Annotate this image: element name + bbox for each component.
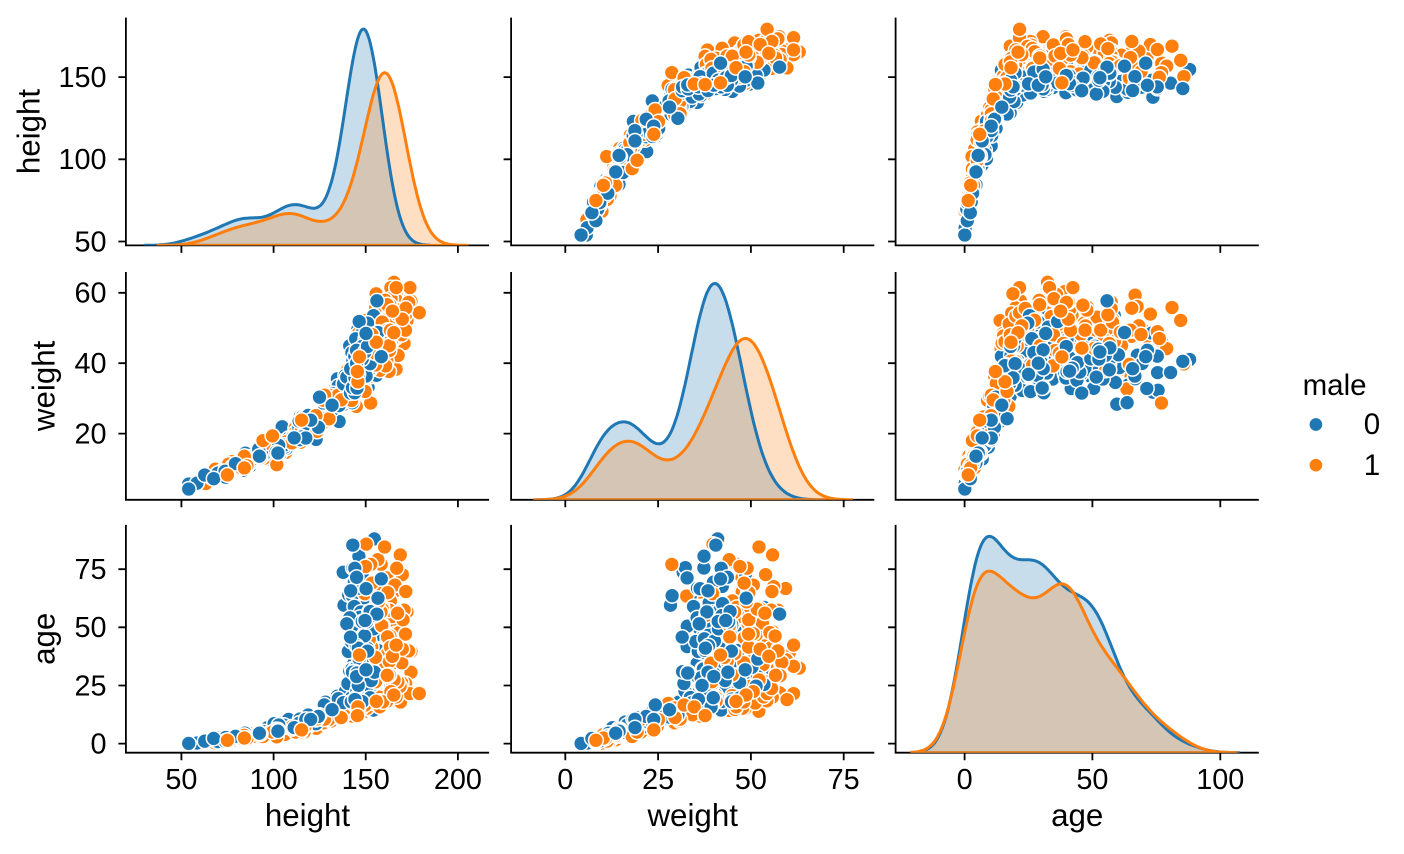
svg-text:male: male [1303, 369, 1367, 402]
svg-text:20: 20 [74, 419, 106, 451]
svg-text:weight: weight [27, 340, 62, 432]
svg-text:60: 60 [74, 278, 106, 310]
svg-text:height: height [265, 798, 351, 833]
svg-text:50: 50 [1076, 764, 1108, 796]
svg-text:50: 50 [165, 764, 197, 796]
svg-text:height: height [12, 89, 47, 175]
svg-text:100: 100 [250, 764, 298, 796]
svg-text:weight: weight [646, 798, 738, 833]
svg-text:50: 50 [74, 612, 106, 644]
svg-text:1: 1 [1364, 449, 1380, 482]
svg-text:50: 50 [74, 226, 106, 258]
svg-text:0: 0 [557, 764, 573, 796]
svg-text:25: 25 [642, 764, 674, 796]
svg-text:200: 200 [434, 764, 482, 796]
svg-text:150: 150 [58, 62, 106, 94]
svg-text:100: 100 [58, 144, 106, 176]
svg-text:75: 75 [828, 764, 860, 796]
svg-text:150: 150 [342, 764, 390, 796]
svg-text:100: 100 [1196, 764, 1244, 796]
svg-text:40: 40 [74, 348, 106, 380]
svg-text:age: age [27, 613, 62, 665]
svg-text:50: 50 [735, 764, 767, 796]
svg-text:0: 0 [957, 764, 973, 796]
svg-text:0: 0 [90, 729, 106, 761]
svg-text:25: 25 [74, 670, 106, 702]
svg-text:75: 75 [74, 554, 106, 586]
svg-text:0: 0 [1364, 408, 1380, 441]
svg-text:age: age [1051, 798, 1103, 833]
